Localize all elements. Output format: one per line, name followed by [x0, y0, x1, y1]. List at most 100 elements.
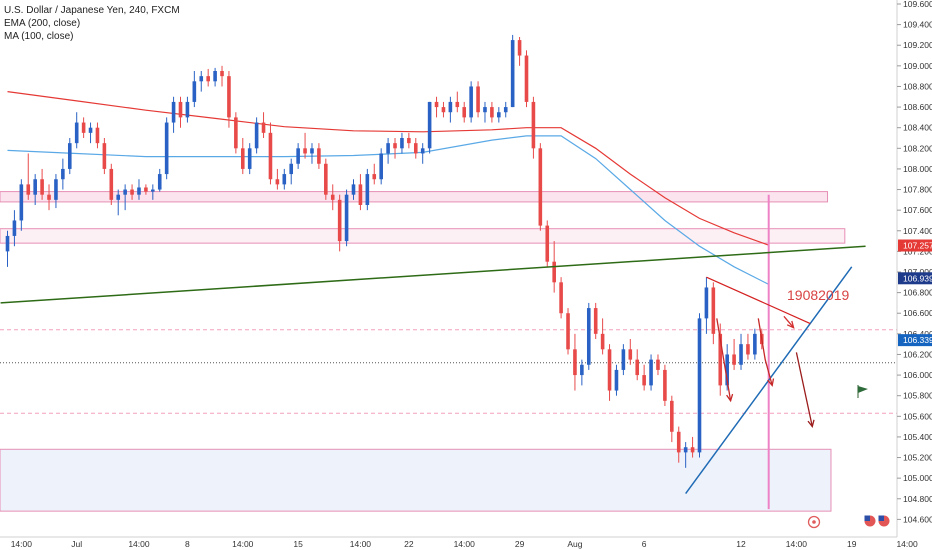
candle-body	[261, 122, 266, 133]
candle	[74, 112, 79, 149]
candle	[566, 308, 570, 355]
candle-body	[559, 282, 563, 314]
y-tick-label: 108.400	[903, 123, 932, 133]
candle-body	[109, 168, 114, 200]
candle	[324, 158, 328, 200]
candle-body	[67, 143, 72, 169]
price-label-text: 106.339	[903, 335, 932, 345]
x-tick-label: 14:00	[454, 539, 476, 549]
candle	[649, 354, 653, 391]
candle	[683, 442, 688, 468]
candle-body	[206, 76, 210, 82]
candle	[185, 96, 190, 123]
arrows-layer	[716, 315, 815, 429]
candle-body	[441, 107, 446, 113]
x-tick-label: 8	[185, 539, 190, 549]
candle	[635, 349, 640, 381]
candle-body	[393, 143, 397, 149]
candle-body	[427, 101, 432, 149]
candle	[697, 313, 702, 458]
candle-body	[199, 76, 204, 82]
candle	[400, 132, 404, 154]
candle-body	[310, 148, 314, 154]
candle	[151, 184, 155, 200]
price-axis[interactable]: 109.600 109.400 109.200 109.000 108.800 108.6…	[896, 0, 932, 545]
candle	[192, 71, 197, 108]
trendline-blue-support	[685, 266, 853, 495]
candle-body	[503, 107, 508, 113]
candle-body	[289, 163, 294, 175]
candle-body	[275, 179, 280, 185]
y-tick-label: 106.000	[903, 370, 932, 380]
candle	[213, 67, 217, 87]
candle	[102, 138, 107, 175]
candle-body	[649, 359, 653, 386]
x-tick-label: 12	[736, 539, 746, 549]
candle-body	[683, 447, 688, 453]
candle-body	[137, 187, 141, 195]
candle	[455, 91, 460, 113]
candle-body	[746, 344, 750, 355]
arrow-head-2	[807, 419, 815, 429]
candle-body	[337, 199, 342, 242]
candle-body	[81, 122, 86, 133]
candle-body	[26, 184, 31, 195]
y-tick-label: 104.600	[903, 514, 932, 524]
candle	[517, 36, 522, 66]
candle	[240, 138, 245, 175]
candle	[642, 364, 646, 391]
support-resistance-zone-2	[0, 448, 832, 512]
candle-body	[123, 189, 127, 195]
candle-body	[607, 349, 612, 391]
y-tick-label: 108.800	[903, 81, 932, 91]
candle-body	[400, 138, 404, 149]
candle-body	[240, 148, 245, 169]
candle	[559, 277, 563, 319]
candle-body	[386, 143, 390, 154]
x-tick-label: 29	[515, 539, 525, 549]
candle	[656, 354, 660, 376]
ma-legend-item: MA (100, close)	[4, 31, 74, 42]
candle	[600, 318, 605, 355]
candle-body	[586, 308, 591, 365]
candle-body	[732, 354, 736, 365]
candle-body	[483, 107, 487, 113]
candle	[372, 163, 377, 185]
candle-body	[670, 400, 674, 432]
candle-body	[517, 40, 522, 56]
candle	[303, 132, 307, 159]
candle-body	[469, 86, 473, 118]
candle	[123, 184, 127, 211]
candle	[330, 184, 335, 211]
candle-body	[171, 101, 176, 123]
candle-body	[448, 101, 453, 113]
price-label-text: 106.939	[903, 273, 932, 283]
candle-body	[552, 261, 556, 283]
candle-body	[88, 127, 93, 133]
candle	[746, 333, 750, 360]
candle	[448, 96, 453, 123]
candle-body	[510, 40, 515, 108]
candle	[116, 189, 121, 216]
candle	[393, 138, 397, 159]
event-icon[interactable]	[807, 515, 821, 529]
y-tick-label: 106.600	[903, 308, 932, 318]
candle	[407, 132, 411, 149]
candle-body	[476, 86, 480, 113]
candle	[54, 174, 58, 209]
y-tick-label: 104.800	[903, 494, 932, 504]
candle-body	[351, 184, 356, 195]
flag-icon[interactable]	[857, 385, 868, 398]
candle-body	[753, 333, 757, 355]
candle	[171, 96, 176, 133]
candle-body	[739, 344, 743, 365]
time-axis[interactable]: 14:00 Jul 14:00 8 14:00 15 14:00 22 14:00 29 Aug 6 1…	[0, 536, 932, 550]
candle	[614, 364, 619, 396]
candle	[427, 101, 432, 154]
flag-us-icon[interactable]	[864, 515, 890, 527]
candle	[199, 71, 204, 92]
candle-body	[455, 101, 460, 108]
candle-body	[697, 318, 702, 453]
